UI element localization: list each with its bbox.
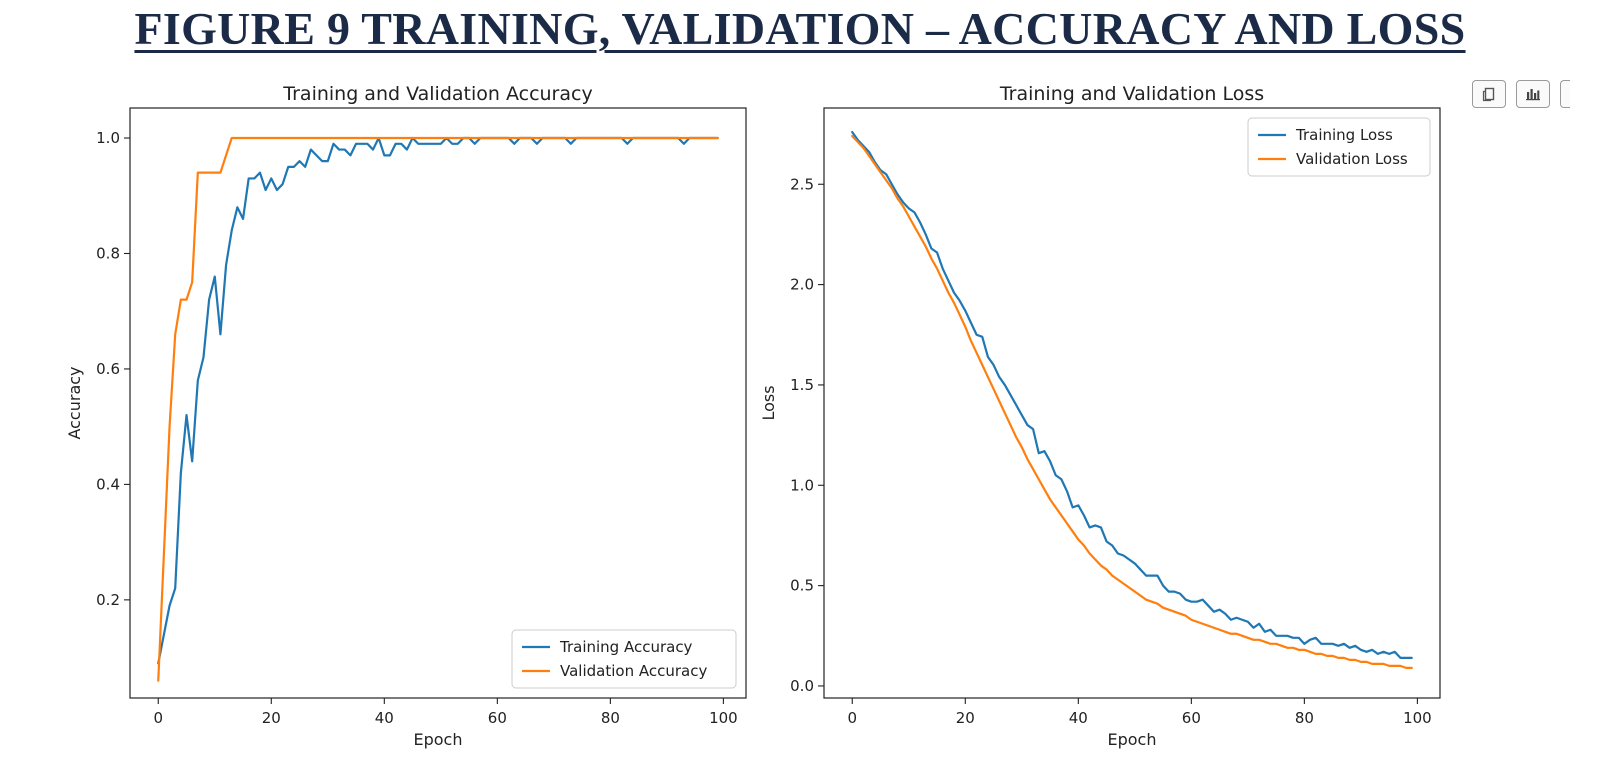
figure-heading-text: FIGURE 9 TRAINING, VALIDATION – ACCURACY… — [134, 3, 1466, 54]
x-axis-label: Epoch — [1108, 730, 1157, 749]
series-line-training — [851, 130, 1413, 659]
y-tick-label: 0.2 — [96, 591, 120, 609]
output-toolbar — [1472, 80, 1570, 110]
legend-label: Training Accuracy — [559, 638, 693, 656]
series-line-validation — [851, 135, 1413, 670]
series-line-training — [157, 136, 719, 665]
y-tick-label: 0.6 — [96, 360, 120, 378]
more-button[interactable] — [1560, 80, 1570, 108]
y-tick-label: 0.5 — [790, 577, 814, 595]
legend-label: Validation Accuracy — [560, 662, 707, 680]
y-tick-label: 0.4 — [96, 475, 120, 493]
x-tick-label: 60 — [1182, 709, 1201, 727]
series-line-validation — [157, 136, 719, 682]
x-tick-label: 20 — [262, 709, 281, 727]
x-tick-label: 80 — [1295, 709, 1314, 727]
chart-title: Training and Validation Accuracy — [282, 83, 592, 105]
y-axis-label: Accuracy — [65, 366, 84, 439]
legend: Training Loss Validation Loss — [1247, 117, 1431, 177]
chart-title: Training and Validation Loss — [999, 83, 1264, 105]
x-tick-label: 100 — [1403, 709, 1432, 727]
legend-label: Validation Loss — [1296, 150, 1408, 168]
y-tick-label: 1.0 — [96, 129, 120, 147]
y-tick-label: 1.0 — [790, 476, 814, 494]
y-tick-label: 0.8 — [96, 244, 120, 262]
y-axis-label: Loss — [759, 385, 778, 420]
x-tick-label: 80 — [601, 709, 620, 727]
legend-label: Training Loss — [1295, 126, 1393, 144]
x-tick-label: 40 — [375, 709, 394, 727]
plot-frame — [129, 107, 747, 699]
accuracy-chart: Training and Validation Accuracy 0 20 40 60 8… — [65, 83, 747, 749]
y-tick-label: 1.5 — [790, 376, 814, 394]
copy-button[interactable] — [1472, 80, 1506, 108]
x-tick-label: 40 — [1069, 709, 1088, 727]
plot-frame — [823, 107, 1441, 699]
x-tick-label: 20 — [956, 709, 975, 727]
legend-box — [511, 629, 737, 689]
copy-icon — [1482, 87, 1495, 102]
legend: Training Accuracy Validation Accuracy — [511, 629, 737, 689]
x-tick-label: 0 — [847, 709, 857, 727]
y-tick-label: 2.5 — [790, 175, 814, 193]
x-axis-label: Epoch — [414, 730, 463, 749]
x-tick-label: 0 — [153, 709, 163, 727]
figure-heading: FIGURE 9 TRAINING, VALIDATION – ACCURACY… — [0, 2, 1600, 58]
chart-button[interactable] — [1516, 80, 1550, 108]
y-tick-label: 0.0 — [790, 677, 814, 695]
y-tick-label: 2.0 — [790, 276, 814, 294]
x-tick-label: 100 — [709, 709, 738, 727]
loss-chart: Training and Validation Loss 0 20 40 60 80 100… — [759, 83, 1441, 749]
x-tick-label: 60 — [488, 709, 507, 727]
legend-box — [1247, 117, 1431, 177]
bar-chart-icon — [1526, 89, 1540, 101]
